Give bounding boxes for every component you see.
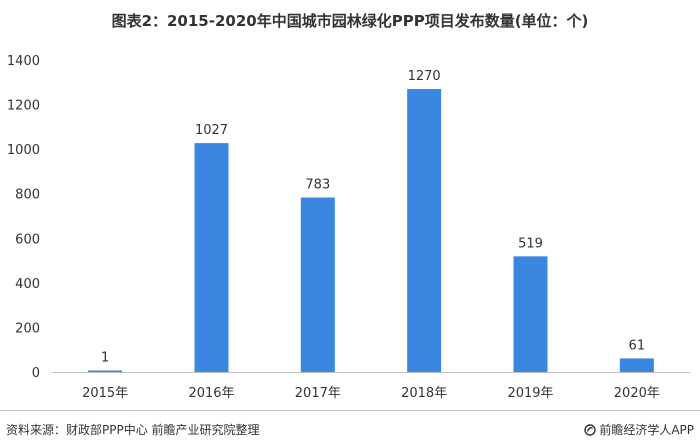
x-tick-label: 2019年 bbox=[507, 386, 553, 401]
brand: 前瞻经济学人APP bbox=[584, 421, 694, 438]
brand-label: 前瞻经济学人APP bbox=[599, 423, 694, 437]
bars bbox=[88, 88, 654, 372]
data-label: 1 bbox=[101, 351, 109, 366]
x-tick-label: 2017年 bbox=[295, 386, 341, 401]
data-labels: 1 1027 783 1270 519 61 bbox=[101, 69, 645, 366]
qianzhan-logo-icon bbox=[584, 423, 597, 436]
chart-title: 图表2：2015-2020年中国城市园林绿化PPP项目发布数量(单位：个) bbox=[111, 12, 589, 30]
x-axis: 2015年 2016年 2017年 2018年 2019年 2020年 bbox=[52, 372, 690, 401]
bar-chart: 0 200 400 600 800 1000 1200 1400 2015年 2016年 2017… bbox=[7, 54, 690, 401]
bar bbox=[407, 88, 442, 372]
y-tick-label: 1400 bbox=[7, 54, 40, 69]
y-tick-label: 800 bbox=[15, 188, 40, 203]
data-label: 1027 bbox=[195, 123, 228, 138]
bar bbox=[88, 370, 123, 372]
bar bbox=[619, 358, 654, 372]
source-note: 资料来源：财政部PPP中心 前瞻产业研究院整理 bbox=[6, 423, 260, 437]
footer: 资料来源：财政部PPP中心 前瞻产业研究院整理 前瞻经济学人APP bbox=[0, 410, 700, 447]
bar bbox=[300, 197, 335, 372]
y-axis: 0 200 400 600 800 1000 1200 1400 bbox=[7, 54, 40, 381]
y-tick-label: 200 bbox=[15, 321, 40, 336]
data-label: 783 bbox=[305, 178, 330, 193]
x-tick-label: 2020年 bbox=[614, 386, 660, 401]
y-tick-label: 400 bbox=[15, 277, 40, 292]
bar bbox=[194, 143, 229, 372]
bar bbox=[513, 256, 548, 372]
x-tick-label: 2016年 bbox=[188, 386, 234, 401]
data-label: 1270 bbox=[408, 69, 441, 84]
data-label: 519 bbox=[518, 236, 543, 251]
y-tick-label: 0 bbox=[32, 366, 40, 381]
x-tick-label: 2018年 bbox=[401, 386, 447, 401]
x-tick-label: 2015年 bbox=[82, 386, 128, 401]
y-tick-label: 600 bbox=[15, 232, 40, 247]
data-label: 61 bbox=[629, 338, 646, 353]
y-tick-label: 1200 bbox=[7, 99, 40, 114]
y-tick-label: 1000 bbox=[7, 143, 40, 158]
